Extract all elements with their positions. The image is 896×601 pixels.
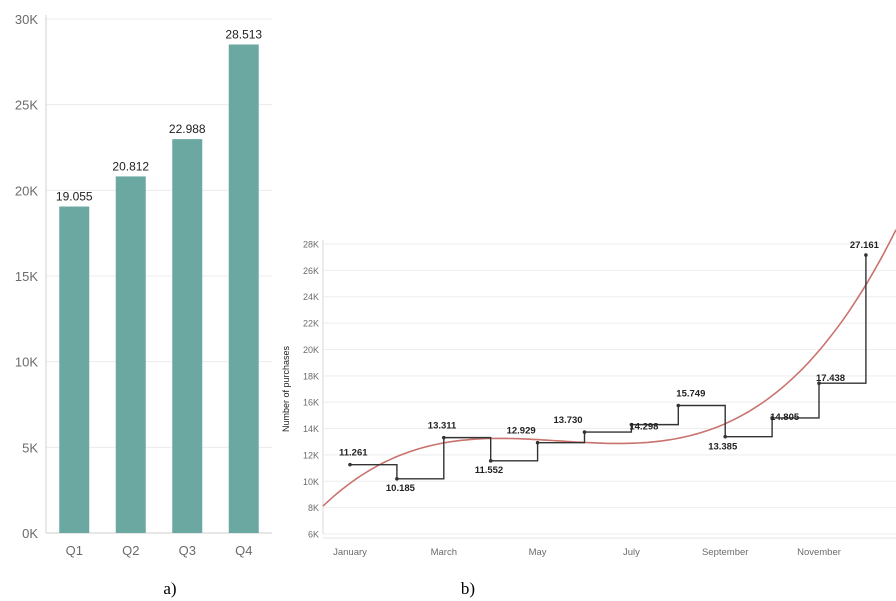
x-tick-label: November xyxy=(797,547,841,558)
data-point xyxy=(395,477,399,481)
data-label: 15.749 xyxy=(676,388,705,399)
step-line xyxy=(350,255,867,480)
x-tick-label: March xyxy=(431,547,457,558)
data-point xyxy=(348,462,352,467)
quarterly-bar-chart: 0K 5K 10K 15K 20K 25K 30K 19.055 Q1 20.812 Q2 22.98… xyxy=(15,12,272,598)
monthly-purchases-step-chart: 6K 8K 10K 12K 14K 16K 18K 20K 22K 24K 26K 28K Number… xyxy=(281,229,896,598)
x-tick-label: January xyxy=(333,547,367,558)
x-tick-label: May xyxy=(529,547,547,558)
x-tick-label: Q4 xyxy=(235,543,252,558)
data-label: 28.513 xyxy=(225,27,262,41)
data-label: 13.730 xyxy=(554,415,583,426)
y-tick-label: 15K xyxy=(15,269,38,284)
data-label: 14.805 xyxy=(770,412,800,423)
data-label: 22.988 xyxy=(169,122,206,136)
bar xyxy=(172,139,203,534)
data-point xyxy=(535,440,540,445)
data-point xyxy=(676,403,681,408)
x-tick-label: Q2 xyxy=(122,543,139,558)
x-tick-label: September xyxy=(702,547,748,558)
data-label: 19.055 xyxy=(56,190,93,204)
data-label: 11.261 xyxy=(339,448,368,459)
data-point xyxy=(629,422,634,427)
data-label: 10.185 xyxy=(386,483,416,494)
y-tick-label: 8K xyxy=(308,503,319,513)
y-tick-label: 26K xyxy=(303,266,319,276)
data-point xyxy=(723,434,727,439)
y-tick-label: 10K xyxy=(303,477,319,487)
y-tick-label: 12K xyxy=(303,450,319,460)
y-tick-label: 25K xyxy=(15,98,38,113)
y-tick-label: 6K xyxy=(308,530,319,540)
data-label: 12.929 xyxy=(507,426,536,437)
y-tick-label: 30K xyxy=(15,12,38,27)
data-point xyxy=(442,435,446,440)
y-tick-label: 16K xyxy=(303,398,319,408)
y-tick-label: 22K xyxy=(303,319,319,329)
data-label: 13.311 xyxy=(428,421,457,432)
x-tick-label: Q3 xyxy=(179,543,196,558)
y-tick-label: 14K xyxy=(303,424,319,434)
bar xyxy=(59,206,90,533)
data-label: 17.438 xyxy=(816,373,845,384)
bar xyxy=(228,44,259,534)
data-label: 11.552 xyxy=(475,465,504,476)
caption-a: a) xyxy=(163,579,176,598)
y-tick-label: 20K xyxy=(15,183,38,198)
data-point xyxy=(817,381,821,386)
y-tick-label: 24K xyxy=(303,292,319,302)
y-tick-label: 18K xyxy=(303,371,319,381)
y-tick-label: 20K xyxy=(303,345,319,355)
data-label: 20.812 xyxy=(112,159,149,173)
x-tick-label: July xyxy=(623,547,640,558)
trend-line xyxy=(322,229,896,507)
data-label: 14.298 xyxy=(629,422,658,433)
data-point xyxy=(864,253,868,257)
bar xyxy=(115,176,146,533)
data-label: 27.161 xyxy=(850,240,880,251)
y-tick-label: 5K xyxy=(22,440,38,455)
y-tick-label: 28K xyxy=(303,240,319,250)
data-point xyxy=(488,459,493,463)
data-point xyxy=(770,416,774,420)
caption-b: b) xyxy=(461,579,475,598)
y-tick-label: 10K xyxy=(15,355,38,370)
data-label: 13.385 xyxy=(708,442,738,453)
data-point xyxy=(582,430,587,434)
y-axis-title: Number of purchases xyxy=(281,345,291,432)
y-tick-label: 0K xyxy=(22,526,38,541)
x-tick-label: Q1 xyxy=(66,543,83,558)
